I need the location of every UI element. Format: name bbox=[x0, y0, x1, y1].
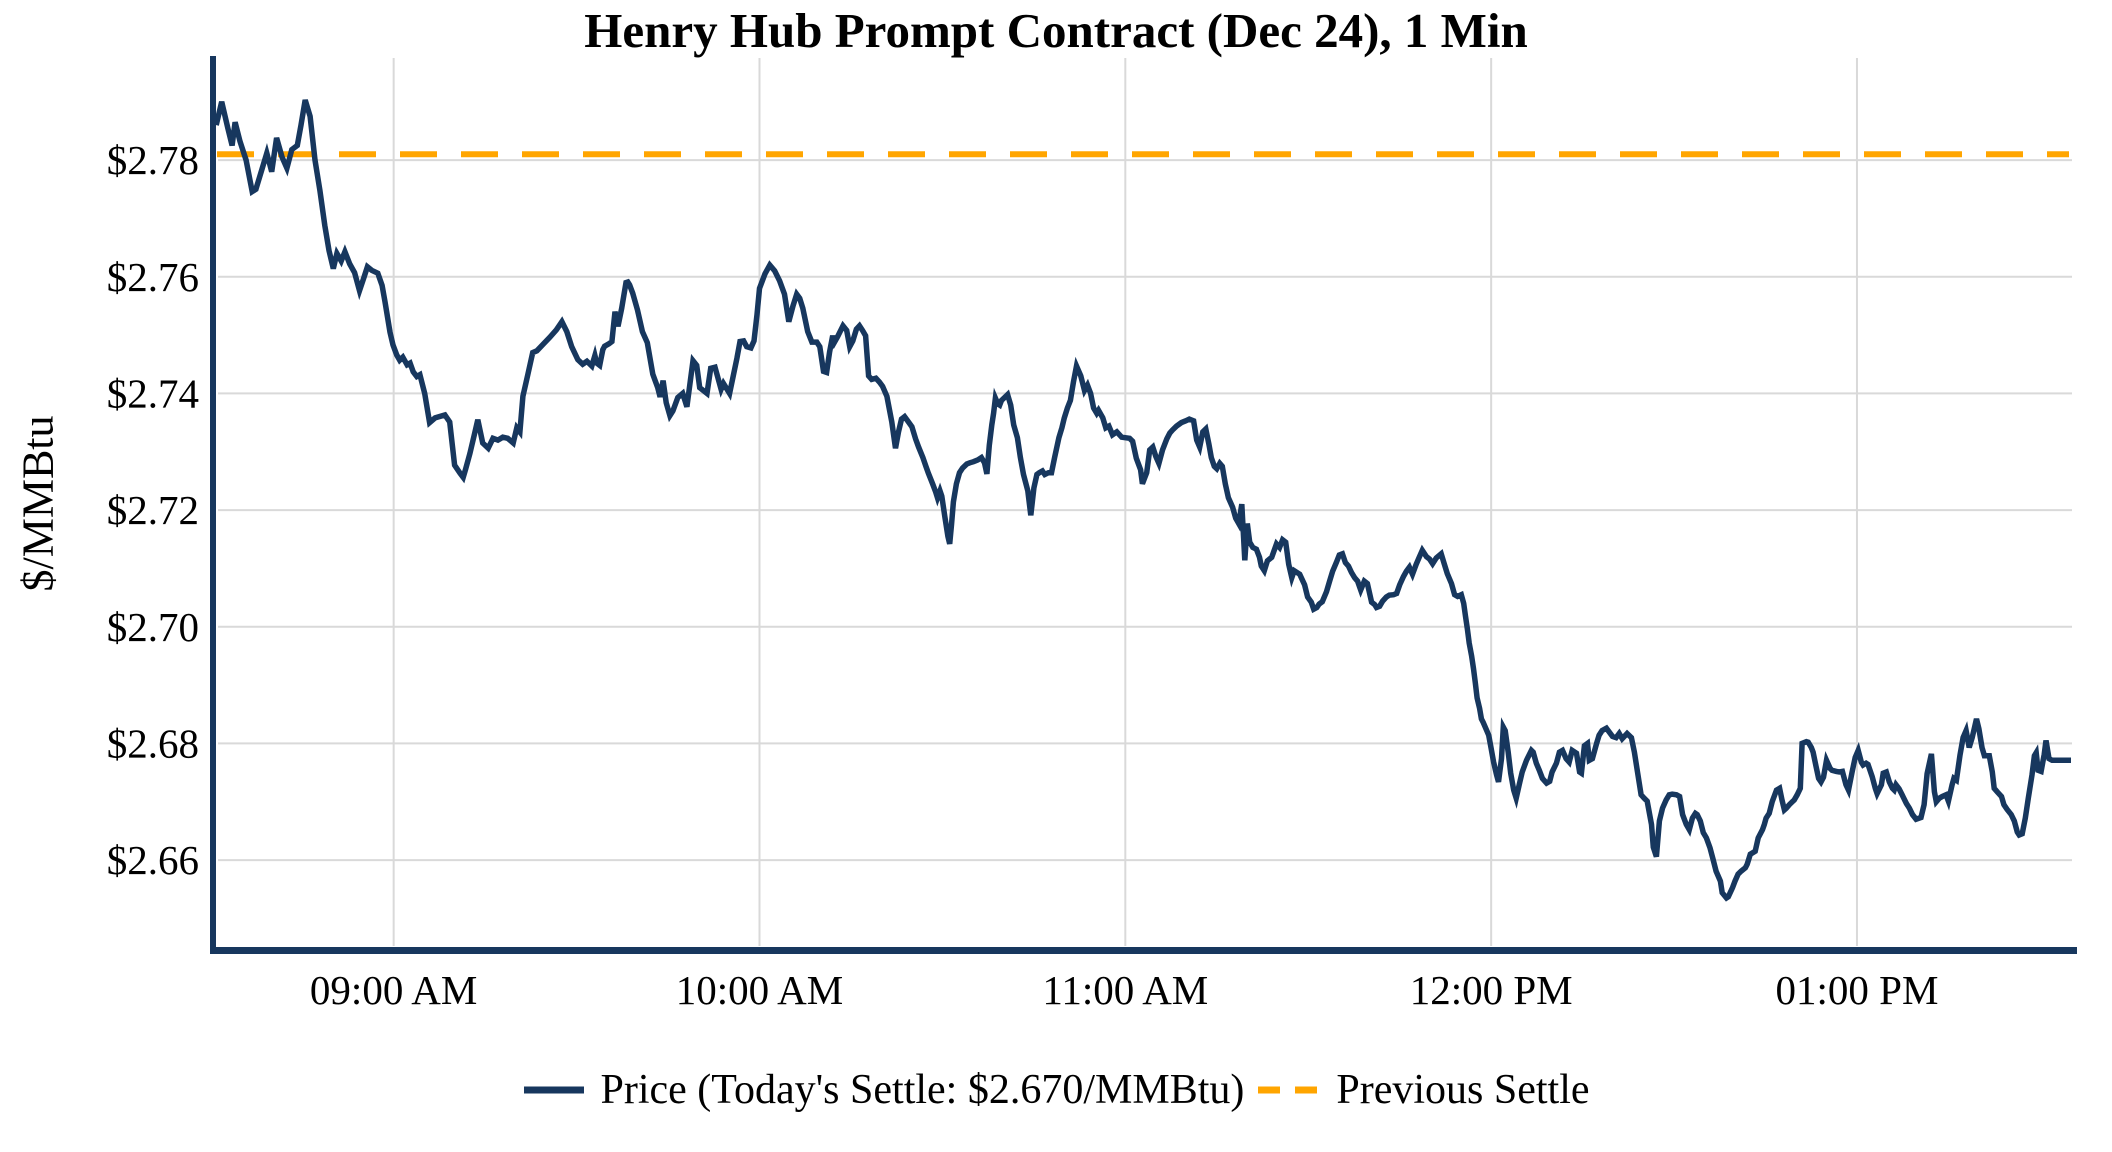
y-axis-spine bbox=[210, 56, 216, 954]
y-tick-label: $2.72 bbox=[107, 487, 199, 533]
x-axis-spine bbox=[210, 947, 2077, 954]
x-tick-label: 10:00 AM bbox=[676, 967, 843, 1013]
legend-previous-settle-label: Previous Settle bbox=[1336, 1067, 1590, 1113]
x-tick-label: 12:00 PM bbox=[1410, 967, 1573, 1013]
y-tick-label: $2.76 bbox=[107, 254, 199, 300]
legend-price-label: Price (Today's Settle: $2.670/MMBtu) bbox=[600, 1067, 1245, 1113]
y-tick-label: $2.66 bbox=[107, 837, 199, 883]
price-line bbox=[213, 99, 2071, 902]
price-line-swatch bbox=[524, 1086, 585, 1094]
y-tick-label: $2.78 bbox=[107, 137, 199, 183]
previous-settle-dash-swatch bbox=[1258, 1086, 1323, 1094]
x-tick-label: 01:00 PM bbox=[1776, 967, 1939, 1013]
legend-item-previous-settle: Previous Settle bbox=[1258, 1066, 1590, 1114]
x-tick-label: 11:00 AM bbox=[1042, 967, 1208, 1013]
chart-title: Henry Hub Prompt Contract (Dec 24), 1 Mi… bbox=[584, 3, 1528, 58]
y-tick-label: $2.68 bbox=[107, 720, 199, 766]
y-tick-label: $2.70 bbox=[107, 604, 199, 650]
legend-item-price: Price (Today's Settle: $2.670/MMBtu) bbox=[522, 1066, 1244, 1114]
y-tick-label: $2.74 bbox=[107, 370, 199, 416]
x-tick-label: 09:00 AM bbox=[310, 967, 477, 1013]
chart-legend: Price (Today's Settle: $2.670/MMBtu) Pre… bbox=[0, 1066, 2112, 1114]
